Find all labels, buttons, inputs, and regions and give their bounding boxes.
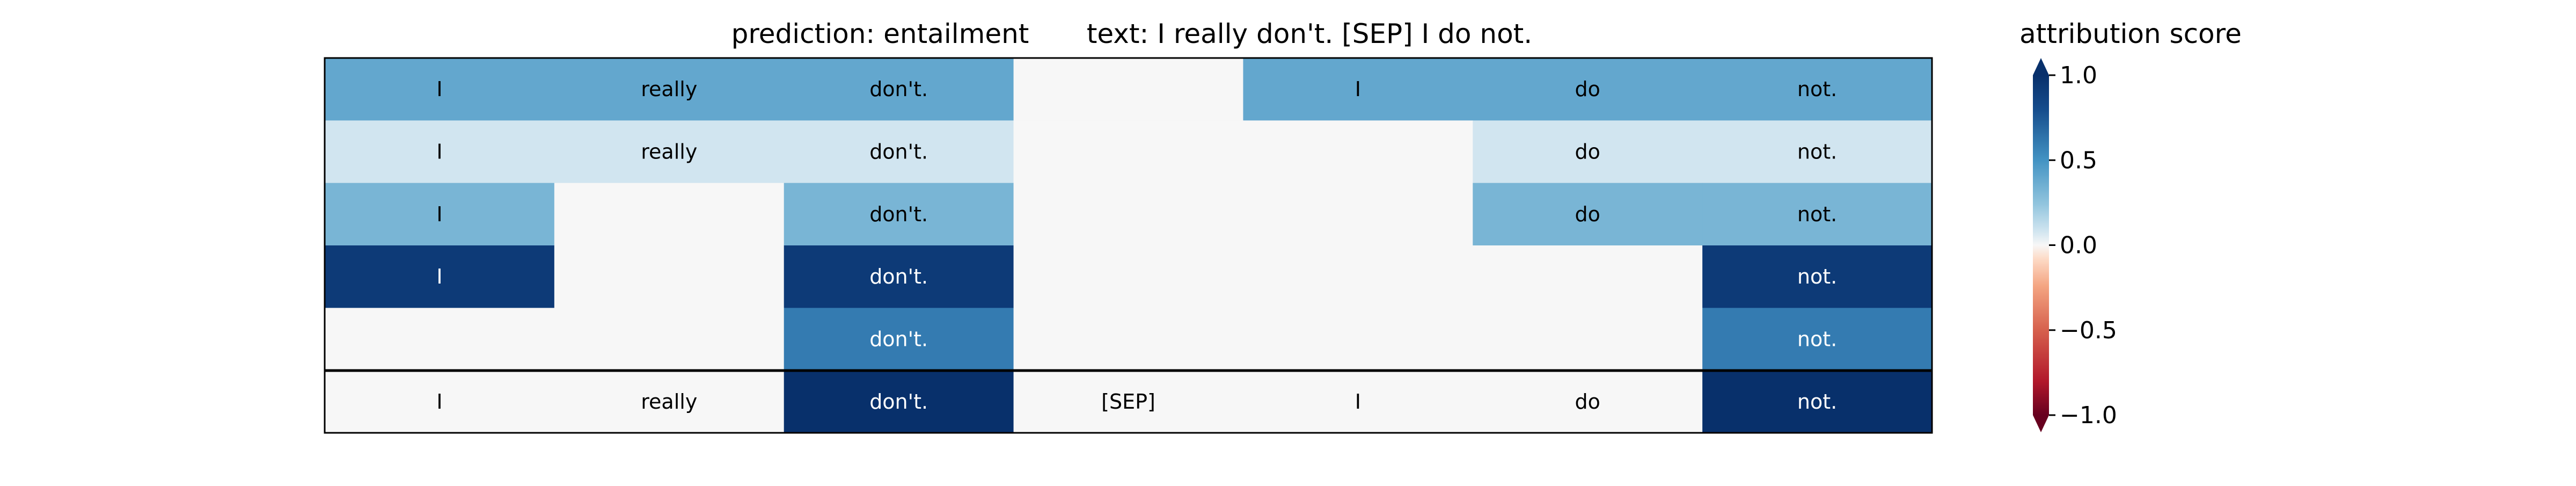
heatmap-cell-r5-c3: [1013, 370, 1243, 433]
heatmap-token-r0-c0: I: [436, 77, 442, 101]
colorbar-extend-top: [2033, 58, 2049, 75]
heatmap-token-r2-c0: I: [436, 202, 442, 226]
heatmap-token-r5-c2: don't.: [869, 390, 928, 414]
heatmap-cell-r3-c4: [1243, 245, 1473, 308]
heatmap-cell-r4-c2: [784, 308, 1014, 371]
heatmap-token-r2-c5: do: [1575, 202, 1600, 226]
heatmap-token-r1-c6: not.: [1797, 140, 1837, 164]
colorbar-tick-label-4: −1.0: [2060, 402, 2117, 429]
heatmap-cell-r0-c6: [1702, 58, 1933, 121]
heatmap-cell-r1-c6: [1702, 120, 1933, 184]
heatmap-cell-r1-c4: [1243, 120, 1473, 184]
heatmap-token-r0-c6: not.: [1797, 77, 1837, 101]
heatmap-cell-r3-c6: [1702, 245, 1933, 308]
heatmap-token-r0-c2: don't.: [869, 77, 928, 101]
heatmap-cell-r4-c6: [1702, 308, 1933, 371]
heatmap-token-r1-c0: I: [436, 140, 442, 164]
heatmap-token-r5-c5: do: [1575, 390, 1600, 414]
heatmap-cell-r1-c1: [554, 120, 785, 184]
heatmap-cell-r0-c2: [784, 58, 1014, 121]
heatmap-token-r4-c6: not.: [1797, 328, 1837, 351]
heatmap-cell-r5-c2: [784, 370, 1014, 433]
heatmap-token-r0-c4: I: [1355, 77, 1361, 101]
colorbar-gradient: [2033, 75, 2049, 415]
heatmap-cell-r4-c5: [1473, 308, 1703, 371]
heatmap-cell-r5-c6: [1702, 370, 1933, 433]
heatmap-cell-r2-c6: [1702, 183, 1933, 246]
heatmap-token-r5-c1: really: [641, 390, 697, 414]
heatmap-cell-r1-c0: [325, 120, 555, 184]
heatmap-cell-r3-c3: [1013, 245, 1243, 308]
colorbar-tick-label-1: 0.5: [2060, 147, 2097, 174]
heatmap-cell-r3-c5: [1473, 245, 1703, 308]
heatmap-cell-r4-c1: [554, 308, 785, 371]
text-title: text: I really don't. [SEP] I do not.: [1087, 18, 1532, 49]
colorbar-tick-label-3: −0.5: [2060, 317, 2117, 344]
prediction-title: prediction: entailment: [731, 18, 1029, 49]
heatmap-token-r2-c6: not.: [1797, 202, 1837, 226]
heatmap-token-r3-c0: I: [436, 265, 442, 288]
heatmap-token-r5-c0: I: [436, 390, 442, 414]
heatmap-cell-r5-c0: [325, 370, 555, 433]
heatmap-cell-r2-c3: [1013, 183, 1243, 246]
heatmap-token-r5-c3: [SEP]: [1101, 390, 1155, 414]
heatmap-cell-r5-c1: [554, 370, 785, 433]
heatmap-cell-r1-c5: [1473, 120, 1703, 184]
heatmap-token-r1-c5: do: [1575, 140, 1600, 164]
heatmap-cell-r3-c0: [325, 245, 555, 308]
heatmap-cell-r2-c5: [1473, 183, 1703, 246]
heatmap-token-r3-c6: not.: [1797, 265, 1837, 288]
heatmap-cell-r1-c2: [784, 120, 1014, 184]
heatmap-cell-r0-c1: [554, 58, 785, 121]
heatmap-cell-r5-c4: [1243, 370, 1473, 433]
heatmap-cell-r2-c2: [784, 183, 1014, 246]
heatmap-cell-r4-c3: [1013, 308, 1243, 371]
heatmap-token-r1-c1: really: [641, 140, 697, 164]
heatmap-token-r0-c1: really: [641, 77, 697, 101]
heatmap-token-r5-c4: I: [1355, 390, 1361, 414]
colorbar-title: attribution score: [2019, 18, 2242, 49]
heatmap-cells: [325, 58, 1933, 433]
heatmap-cell-r0-c0: [325, 58, 555, 121]
colorbar-tick-label-0: 1.0: [2060, 62, 2097, 89]
heatmap-cell-r3-c2: [784, 245, 1014, 308]
colorbar-tick-label-2: 0.0: [2060, 232, 2097, 259]
heatmap-cell-r0-c4: [1243, 58, 1473, 121]
heatmap-cell-r3-c1: [554, 245, 785, 308]
colorbar-extend-bottom: [2033, 415, 2049, 432]
heatmap-cell-r2-c0: [325, 183, 555, 246]
heatmap-cell-r4-c0: [325, 308, 555, 371]
heatmap-token-r1-c2: don't.: [869, 140, 928, 164]
heatmap-token-r2-c2: don't.: [869, 202, 928, 226]
heatmap-token-r4-c2: don't.: [869, 328, 928, 351]
heatmap-cell-r1-c3: [1013, 120, 1243, 184]
heatmap-cell-r2-c4: [1243, 183, 1473, 246]
heatmap-token-r0-c5: do: [1575, 77, 1600, 101]
heatmap-cell-r0-c3: [1013, 58, 1243, 121]
heatmap-token-r5-c6: not.: [1797, 390, 1837, 414]
heatmap-token-r3-c2: don't.: [869, 265, 928, 288]
heatmap-cell-r0-c5: [1473, 58, 1703, 121]
colorbar-ticks: 1.0 0.5 0.0 −0.5 −1.0: [2049, 62, 2117, 429]
heatmap-cell-r2-c1: [554, 183, 785, 246]
heatmap-cell-r5-c5: [1473, 370, 1703, 433]
heatmap-cell-r4-c4: [1243, 308, 1473, 371]
colorbar: 1.0 0.5 0.0 −0.5 −1.0: [2033, 58, 2117, 432]
heatmap-frame: [324, 57, 1933, 434]
